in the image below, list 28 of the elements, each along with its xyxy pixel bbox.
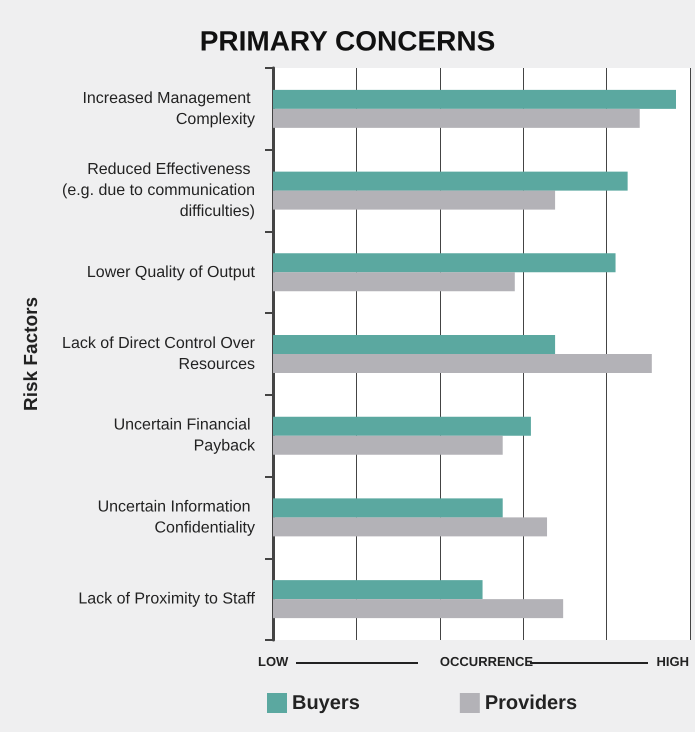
y-tick-label: Uncertain Information Confidentiality xyxy=(98,498,255,536)
text: LOW xyxy=(258,654,290,669)
bar xyxy=(273,517,548,536)
y-tick-label: Reduced Effectiveness (e.g. due to communication difficulties) xyxy=(62,161,255,220)
y-tick-label: Lack of Direct Control Over Resources xyxy=(62,335,256,373)
bar xyxy=(273,172,628,191)
bar xyxy=(273,190,556,210)
text: HIGH xyxy=(656,654,689,669)
bar xyxy=(273,253,616,272)
x-axis-title: OCCURRENCE xyxy=(440,654,534,669)
bar xyxy=(273,416,531,436)
bar xyxy=(273,90,676,109)
bar xyxy=(273,498,503,518)
y-tick-label: Increased Management Complexity xyxy=(82,90,255,128)
bar xyxy=(273,580,483,600)
chart-title: PRIMARY CONCERNS xyxy=(200,26,496,56)
legend-label: Providers xyxy=(484,692,578,714)
bar xyxy=(273,335,556,354)
y-tick-label: Uncertain Financial Payback xyxy=(114,416,256,455)
bar xyxy=(273,108,640,128)
y-tick-label: Lower Quality of Output xyxy=(86,264,256,281)
bar xyxy=(273,436,503,455)
y-axis-title: Risk Factors xyxy=(21,296,42,412)
bar xyxy=(273,599,564,618)
legend-label: Buyers xyxy=(292,692,360,714)
bar xyxy=(273,354,652,373)
bar xyxy=(273,272,515,292)
y-tick-label: Lack of Proximity to Staff xyxy=(78,590,256,608)
